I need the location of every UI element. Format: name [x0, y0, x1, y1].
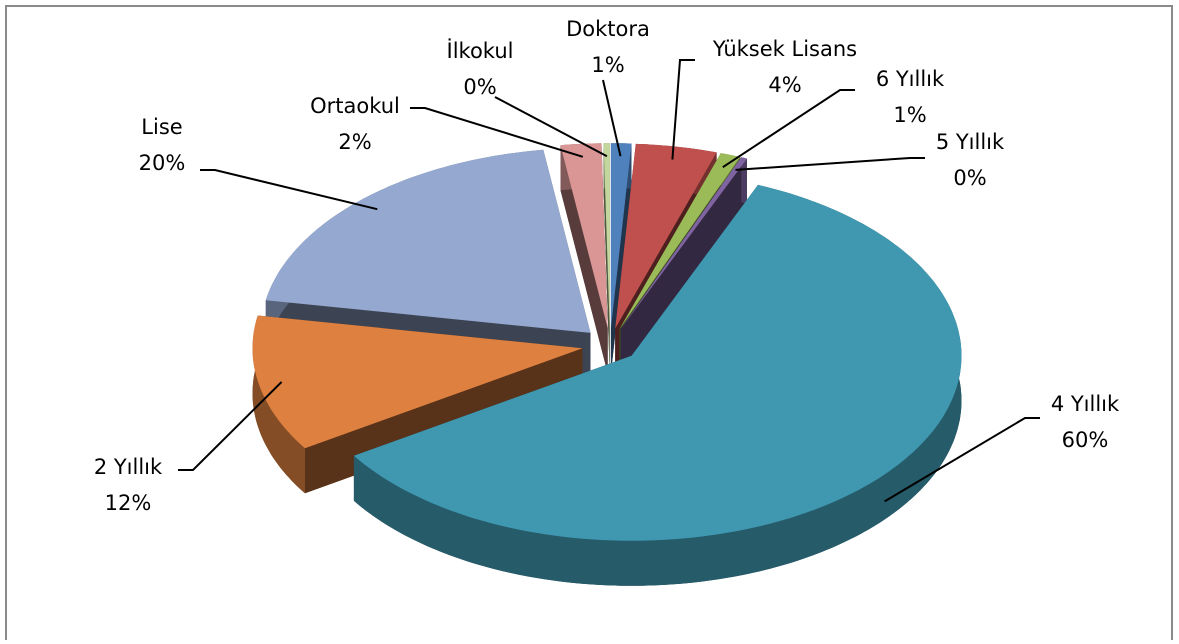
slice-label: Lise: [141, 115, 182, 139]
leader-line: [722, 89, 855, 169]
slice-value-label: 4%: [768, 73, 801, 97]
slice-value-label: 12%: [105, 491, 152, 515]
slice-top: [620, 157, 747, 330]
slice-label: 5 Yıllık: [936, 130, 1005, 154]
slice-value-label: 20%: [139, 151, 186, 175]
slice-side: [603, 143, 610, 374]
slice-side: [610, 143, 632, 374]
slice-label: Ortaokul: [310, 94, 400, 118]
slice-top: [610, 143, 632, 329]
slice-label: Doktora: [566, 17, 650, 41]
slice-label: 4 Yıllık: [1051, 392, 1120, 416]
slice-value-label: 2%: [338, 130, 371, 154]
leader-line: [178, 381, 283, 471]
slice-value-label: 60%: [1062, 428, 1109, 452]
slice-top: [353, 184, 962, 541]
slice-top: [252, 315, 583, 449]
slice-value-label: 1%: [591, 53, 624, 77]
leader-line: [410, 107, 584, 158]
leader-line: [602, 79, 622, 157]
slice-top: [265, 149, 591, 333]
slice-top: [603, 143, 610, 329]
leader-line: [884, 417, 1040, 503]
slice-side: [620, 158, 747, 375]
slice-label: 6 Yıllık: [876, 67, 945, 91]
slice-top: [560, 143, 608, 329]
pie-slice: [353, 184, 962, 586]
slice-side: [252, 315, 305, 494]
leader-line: [200, 169, 378, 211]
leader-line: [671, 59, 695, 160]
slice-side: [560, 145, 608, 374]
leader-line: [735, 157, 925, 171]
pie-slice: [603, 143, 610, 374]
slice-label: İlkokul: [447, 38, 514, 63]
slice-top: [619, 153, 741, 330]
slice-value-label: 0%: [953, 166, 986, 190]
slice-top: [615, 143, 717, 329]
slice-value-label: 1%: [893, 103, 926, 127]
leader-line: [494, 96, 608, 158]
slice-label: 2 Yıllık: [94, 455, 163, 479]
slice-label: Yüksek Lisans: [712, 37, 857, 61]
slice-value-label: 0%: [463, 75, 496, 99]
pie-slice: [560, 143, 608, 374]
